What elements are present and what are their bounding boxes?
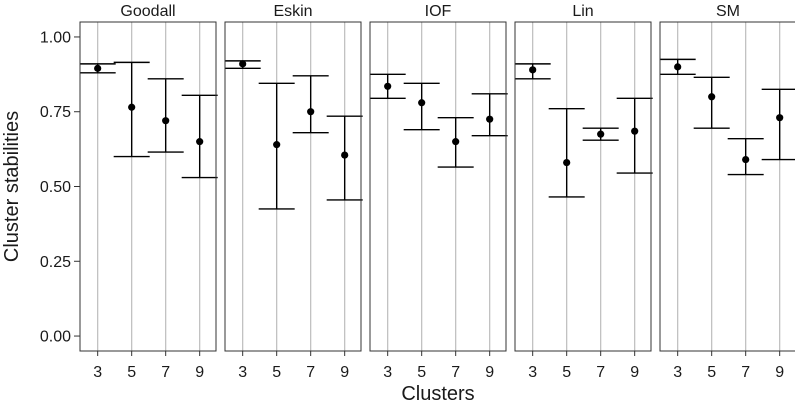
x-tick-label: 9 <box>195 364 204 381</box>
data-point <box>529 66 537 74</box>
panel-title: SM <box>716 3 740 20</box>
y-axis: 0.00 0.25 0.50 0.75 1.00 <box>40 29 80 346</box>
data-point <box>384 82 392 90</box>
data-point <box>307 108 315 116</box>
y-tick-label: 0.00 <box>40 329 71 346</box>
panel-frame <box>79 21 217 352</box>
panel-title: IOF <box>425 3 452 20</box>
errorbar <box>79 63 116 74</box>
data-point <box>239 60 247 68</box>
facet-panel-iof: IOF 3 5 7 9 <box>369 3 508 381</box>
y-tick-label: 1.00 <box>40 29 71 46</box>
facet-panel-lin: Lin 3 5 7 9 <box>514 3 653 381</box>
x-tick-label: 3 <box>93 364 102 381</box>
panel-frame <box>659 21 795 352</box>
panel-frame <box>224 21 362 352</box>
data-point <box>776 114 784 122</box>
x-tick-label: 9 <box>485 364 494 381</box>
errorbar <box>659 58 696 76</box>
facet-panel-sm: SM 3 5 7 9 <box>659 3 795 381</box>
errorbar <box>369 73 406 99</box>
panel-title: Eskin <box>273 3 312 20</box>
errorbar <box>616 97 653 174</box>
x-tick-label: 5 <box>127 364 136 381</box>
data-point <box>94 64 102 72</box>
facet-panel-eskin: Eskin 3 5 7 9 <box>224 3 363 381</box>
data-point <box>196 138 204 146</box>
errorbar <box>224 60 261 70</box>
x-tick-label: 3 <box>383 364 392 381</box>
data-point <box>597 130 605 138</box>
errorbar <box>514 63 551 80</box>
panel-frame <box>369 21 507 352</box>
x-axis-title: Clusters <box>401 383 474 405</box>
x-tick-label: 7 <box>161 364 170 381</box>
data-point <box>452 138 460 146</box>
errorbar <box>292 75 329 134</box>
errorbar <box>147 78 184 153</box>
errorbar <box>113 61 150 158</box>
data-point <box>674 63 682 71</box>
x-tick-label: 9 <box>630 364 639 381</box>
facet-panels: Goodall 3 5 7 9 Eskin 3 5 7 9 IOF 3 5 7 9 Lin 3 5 7 9 SM 3 5 7 9 <box>79 3 795 381</box>
x-tick-label: 3 <box>528 364 537 381</box>
y-tick-label: 0.50 <box>40 179 71 196</box>
errorbar <box>403 82 440 131</box>
errorbar <box>727 137 764 176</box>
y-tick-label: 0.75 <box>40 104 71 121</box>
errorbar <box>582 127 619 141</box>
facet-panel-goodall: Goodall 3 5 7 9 <box>79 3 218 381</box>
data-point <box>162 117 170 125</box>
y-axis-title: Cluster stabilities <box>1 111 23 262</box>
data-point <box>631 127 639 135</box>
x-tick-label: 5 <box>562 364 571 381</box>
errorbar <box>437 117 474 168</box>
errorbar <box>258 82 295 210</box>
panel-title: Lin <box>572 3 593 20</box>
data-point <box>128 103 136 111</box>
data-point <box>486 115 494 123</box>
x-tick-label: 7 <box>741 364 750 381</box>
panel-frame <box>514 21 652 352</box>
errorbar <box>181 94 218 179</box>
y-tick-label: 0.25 <box>40 254 71 271</box>
data-point <box>742 155 750 164</box>
x-tick-label: 3 <box>238 364 247 381</box>
data-point <box>273 141 281 149</box>
x-tick-label: 9 <box>775 364 784 381</box>
x-tick-label: 9 <box>340 364 349 381</box>
data-point <box>563 158 571 167</box>
errorbar <box>471 93 508 137</box>
x-tick-label: 7 <box>596 364 605 381</box>
errorbar <box>761 88 795 161</box>
x-tick-label: 5 <box>272 364 281 381</box>
x-tick-label: 5 <box>707 364 716 381</box>
x-tick-label: 7 <box>451 364 460 381</box>
data-point <box>708 93 716 101</box>
errorbar <box>548 108 585 198</box>
x-tick-label: 5 <box>417 364 426 381</box>
data-point <box>418 99 426 107</box>
errorbar <box>326 115 363 201</box>
x-tick-label: 7 <box>306 364 315 381</box>
data-point <box>341 151 349 159</box>
x-tick-label: 3 <box>673 364 682 381</box>
errorbar <box>693 76 730 129</box>
panel-title: Goodall <box>120 3 175 20</box>
